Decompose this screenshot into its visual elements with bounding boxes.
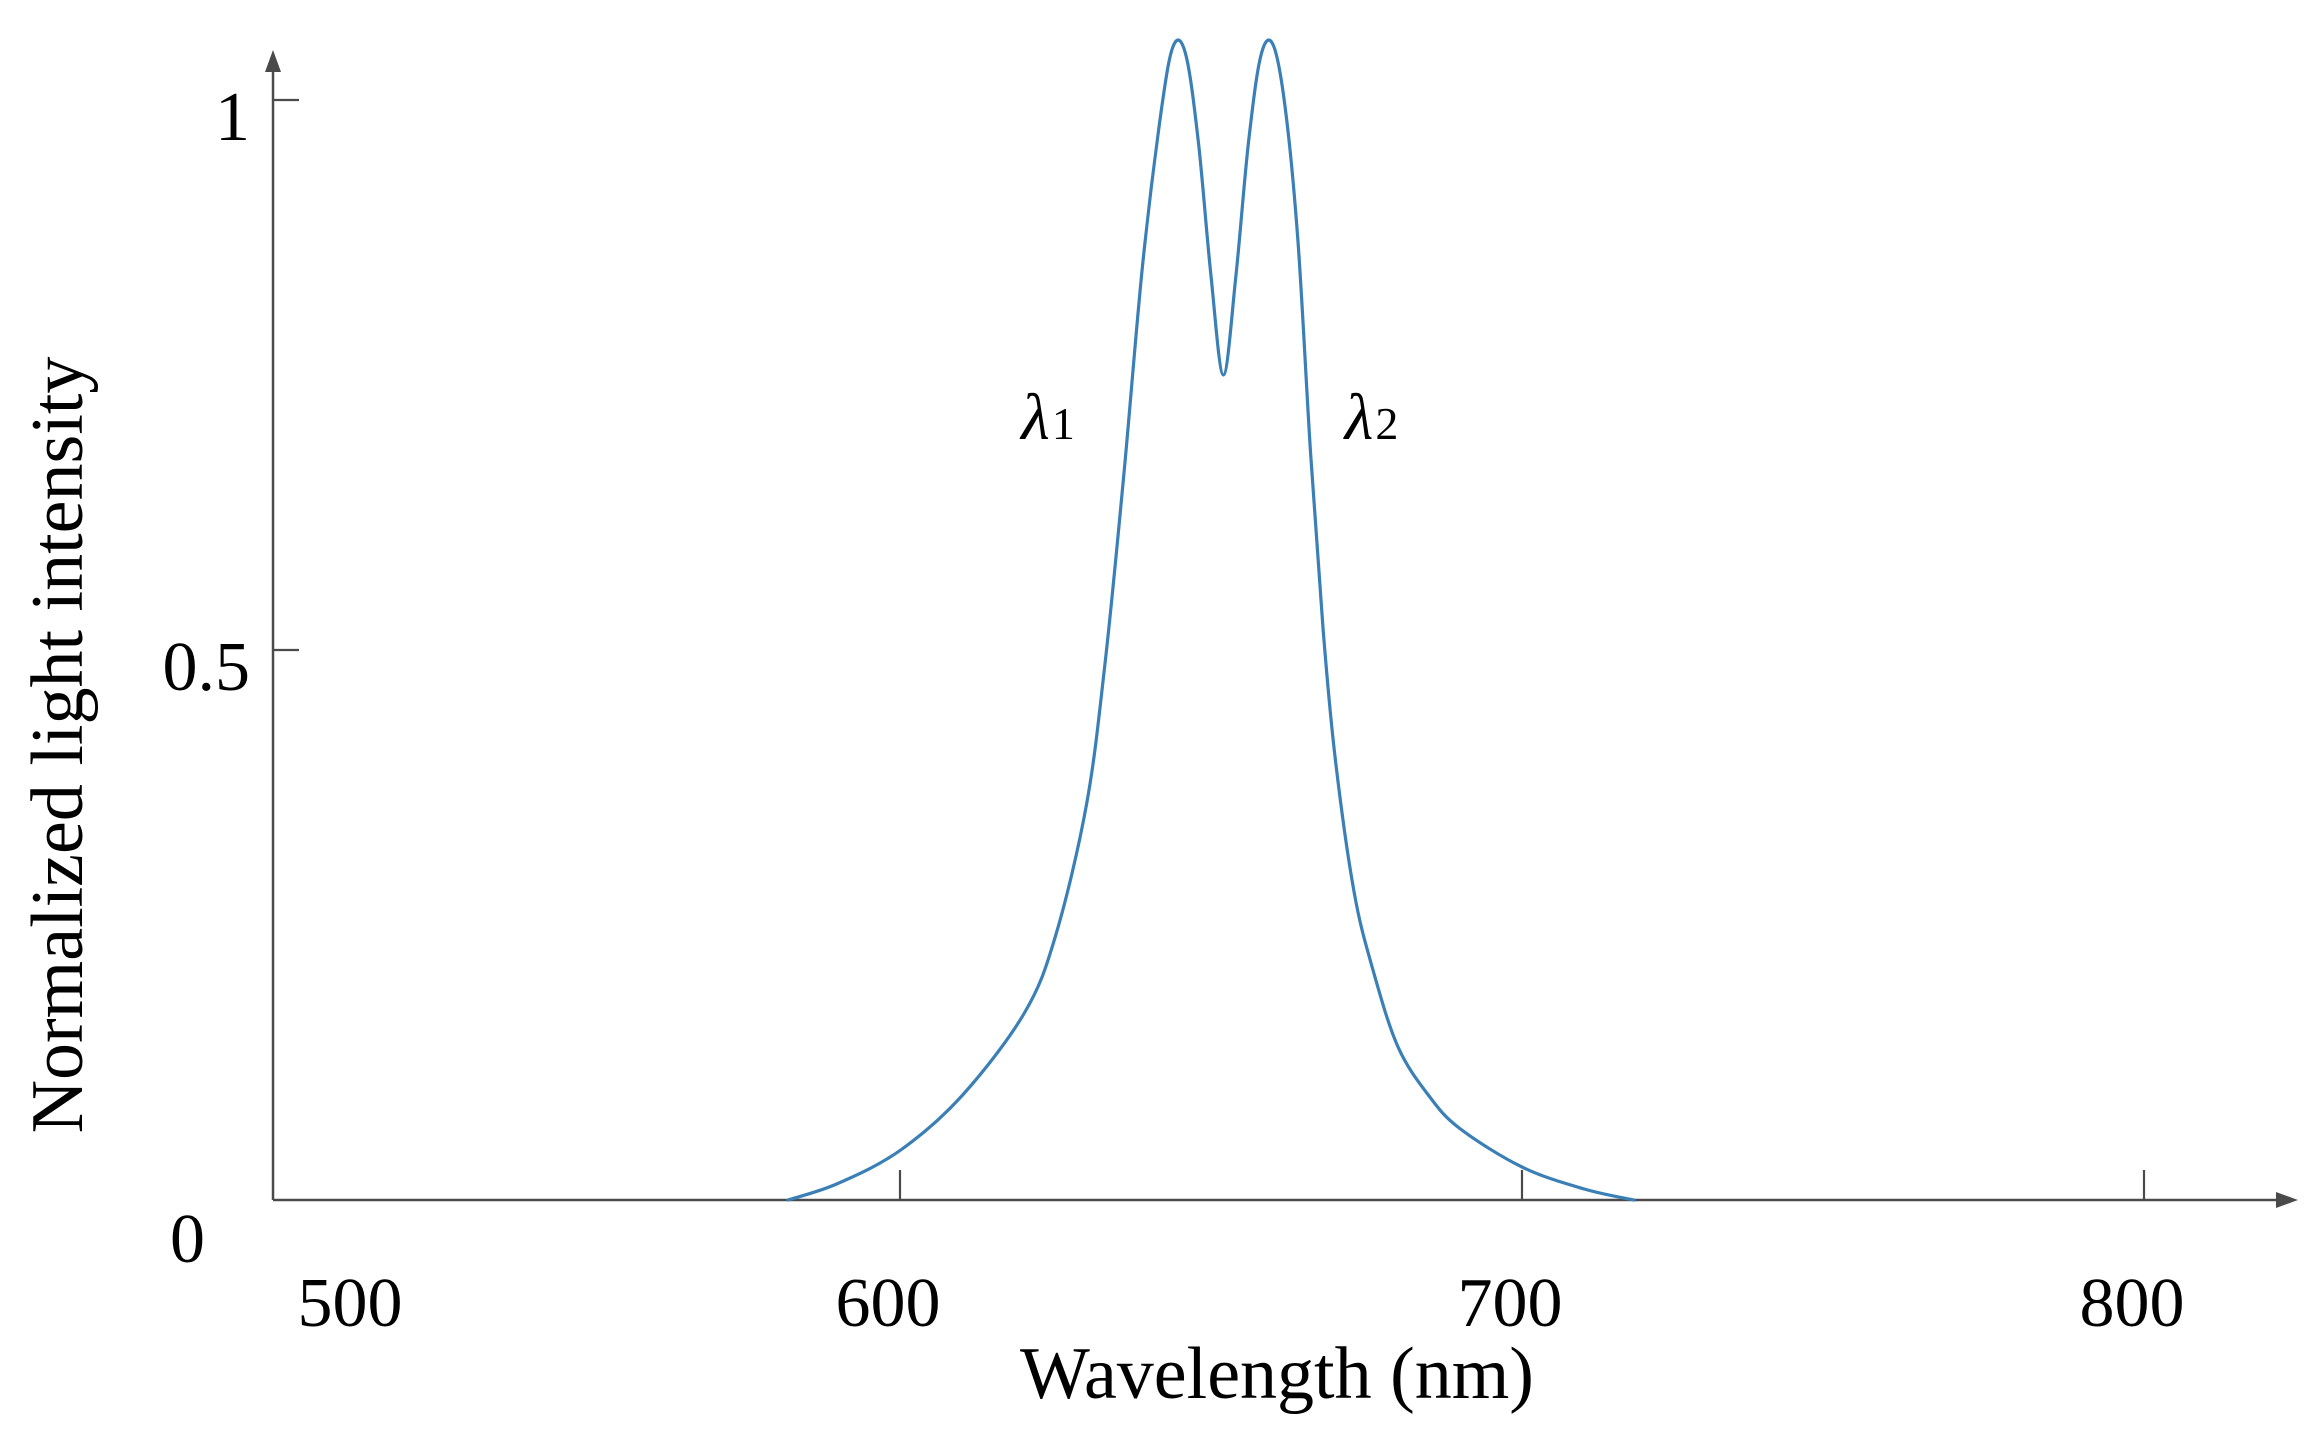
x-axis-arrow bbox=[2276, 1192, 2298, 1208]
x-tick-label-700: 700 bbox=[1458, 1265, 1563, 1342]
series-lines bbox=[786, 38, 1636, 1202]
x-tick-label-500: 500 bbox=[298, 1265, 403, 1342]
y-axis-arrow bbox=[265, 50, 281, 72]
x-tick-label-600: 600 bbox=[836, 1265, 941, 1342]
y-tick-label-0: 0 bbox=[170, 1201, 205, 1278]
peak-label-lambda-1: λ1 bbox=[1019, 381, 1075, 454]
y-axis-title: Normalized light intensity bbox=[17, 357, 99, 1134]
y-tick-label-0.5: 0.5 bbox=[163, 629, 251, 706]
x-tick-label-800: 800 bbox=[2080, 1265, 2185, 1342]
peak-label-subscript-2: 2 bbox=[1375, 398, 1398, 449]
annotations: λ1 λ2 bbox=[1019, 381, 1398, 454]
peak-label-subscript-1: 1 bbox=[1052, 398, 1075, 449]
series-line-1 bbox=[786, 38, 1636, 1202]
peak-label-lambda-2: λ2 bbox=[1343, 381, 1399, 454]
y-tick-label-1: 1 bbox=[215, 79, 250, 156]
x-axis-title: Wavelength (nm) bbox=[1020, 1333, 1534, 1415]
ticks: 500 600 700 800 0 0.5 1 bbox=[163, 79, 2185, 1342]
